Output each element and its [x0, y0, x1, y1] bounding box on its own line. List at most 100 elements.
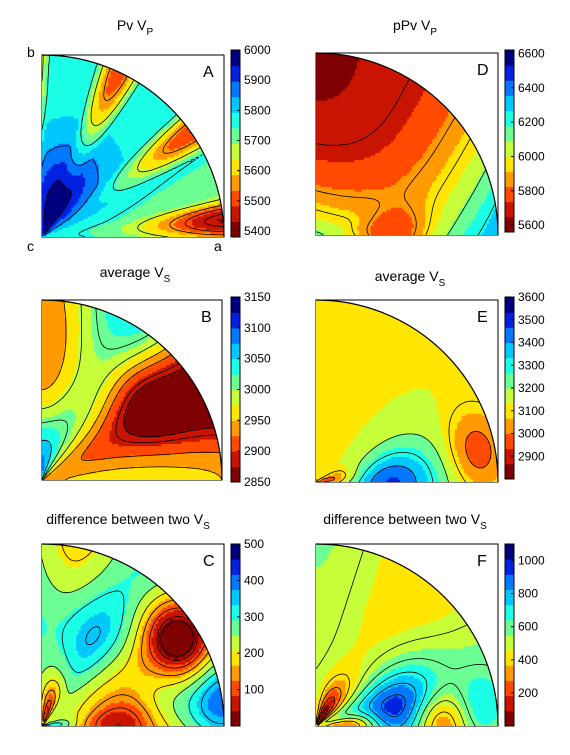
colorbar-frame	[230, 543, 241, 727]
colorbar-tick-label: 6600	[518, 46, 545, 60]
panel-A: A 5400 5500 5600 5700 5800 5900 6000	[41, 43, 271, 238]
colorbar-tick-label: 400	[244, 573, 264, 587]
heatmap-E	[316, 300, 498, 482]
contour-line-A	[204, 213, 224, 227]
contour-line-F	[317, 696, 336, 724]
colorbar-swatch	[231, 466, 240, 483]
colorbar-swatch	[505, 372, 514, 389]
colorbar-tick-label: 400	[518, 653, 538, 667]
colorbar-swatch	[231, 174, 240, 191]
colorbar-tick-label: 100	[244, 683, 264, 697]
colorbar-tick-label: 3500	[518, 313, 545, 327]
colorbar-swatch	[505, 50, 514, 66]
corner-label-a: a	[214, 238, 222, 254]
contour-line-E	[316, 400, 483, 482]
colorbar-tick-label: 6000	[518, 149, 545, 163]
colorbar-swatch	[231, 190, 240, 207]
contour-line-E	[316, 431, 492, 482]
colorbar-tick-label: 300	[244, 610, 264, 624]
panels-layer: A5400550056005700580059006000B2850290029…	[41, 43, 545, 727]
colorbar-tick-label: 5400	[244, 224, 271, 238]
title-A: Pv VP	[117, 17, 154, 38]
contour-line-F	[317, 705, 329, 723]
colorbar-swatch	[505, 695, 514, 712]
arc-boundary-E	[315, 299, 499, 483]
arc-boundary-F	[315, 543, 499, 727]
contour-line-F	[357, 671, 428, 726]
colorbar-swatch	[505, 619, 514, 636]
colorbar-swatch	[505, 342, 514, 359]
colorbar-swatch	[505, 141, 514, 157]
colorbar-swatch	[505, 171, 514, 187]
colorbar-swatch	[231, 589, 240, 606]
colorbar-swatch	[231, 559, 240, 575]
colorbar-swatch	[505, 448, 514, 465]
panel-letter-F: F	[477, 553, 487, 570]
colorbar-swatch	[231, 574, 240, 590]
colorbar-tick-label: 3600	[518, 290, 545, 304]
contours-A	[42, 55, 224, 237]
colorbar-tick-label: 6000	[244, 43, 271, 57]
colorbar-swatch	[505, 388, 514, 404]
colorbar-swatch	[505, 574, 514, 590]
colorbar-swatch	[231, 96, 240, 113]
colorbar-swatch	[505, 604, 514, 621]
panel-letter-C: C	[203, 553, 215, 570]
colorbar-swatch	[231, 680, 240, 697]
colorbar-tick-label: 5600	[518, 218, 545, 232]
contour-line-C	[160, 621, 194, 657]
colorbar-swatch	[231, 619, 240, 636]
colorbar-tick-label: 3200	[518, 381, 545, 395]
arc-boundary-D	[315, 52, 499, 236]
colorbar-frame	[230, 49, 241, 238]
panel-F: F 200 400 600 800 1000	[315, 543, 545, 727]
colorbar-swatch	[505, 463, 514, 480]
colorbar-tick-label: 5800	[518, 184, 545, 198]
colorbar-tick-label: 800	[518, 587, 538, 601]
colorbar-swatch	[231, 710, 240, 727]
colorbar-swatch	[231, 695, 240, 712]
colorbar-swatch	[231, 650, 240, 666]
panel-E: E 2900 3000 3100 3200 3300 3400 3500 3600	[315, 290, 545, 483]
colorbar-swatch	[505, 186, 514, 203]
arc-boundary-C	[41, 543, 225, 727]
colorbar-tick-label: 3100	[518, 404, 545, 418]
colorbar-swatch	[231, 159, 240, 176]
colorbar-swatch	[505, 80, 514, 96]
colorbar-tick-label: 500	[244, 537, 264, 551]
colorbar-swatch	[505, 201, 514, 218]
colorbar-swatch	[231, 112, 240, 129]
colorbar-swatch	[505, 418, 514, 434]
colorbar-tick-label: 3150	[244, 290, 271, 304]
colorbar-swatch	[231, 127, 240, 144]
contour-line-C	[42, 590, 218, 726]
colorbar-tick-label: 3400	[518, 336, 545, 350]
contour-line-A	[42, 55, 206, 237]
contour-line-E	[348, 433, 449, 482]
colorbar-tick-label: 3300	[518, 358, 545, 372]
colorbar-tick-label: 2950	[244, 413, 271, 427]
colorbar-swatch	[231, 312, 240, 329]
contour-line-F	[316, 673, 456, 726]
colorbar-swatch	[231, 451, 240, 468]
colorbar-swatch	[231, 665, 240, 681]
colorbar-swatch	[231, 374, 240, 390]
colorbar-tick-label: 600	[518, 620, 538, 634]
colorbar-swatch	[505, 312, 514, 328]
colorbar-swatch	[231, 389, 240, 406]
colorbar-swatch	[505, 433, 514, 450]
colorbar-swatch	[505, 110, 514, 127]
colorbar-swatch	[231, 50, 240, 67]
colorbar-swatch	[505, 216, 514, 233]
colorbar-tick-label: 200	[518, 686, 538, 700]
contour-line-C	[42, 598, 211, 726]
colorbar-tick-label: 3000	[518, 427, 545, 441]
colorbar-D: 5600 5800 6000 6200 6400 6600	[504, 46, 545, 233]
colorbar-tick-label: 5600	[244, 164, 271, 178]
contours-F	[316, 548, 498, 726]
colorbar-B: 2850 2900 2950 3000 3050 3100 3150	[230, 290, 271, 489]
colorbar-tick-label: 6400	[518, 81, 545, 95]
colorbar-tick-label: 5700	[244, 133, 271, 147]
colorbar-swatch	[231, 404, 240, 421]
